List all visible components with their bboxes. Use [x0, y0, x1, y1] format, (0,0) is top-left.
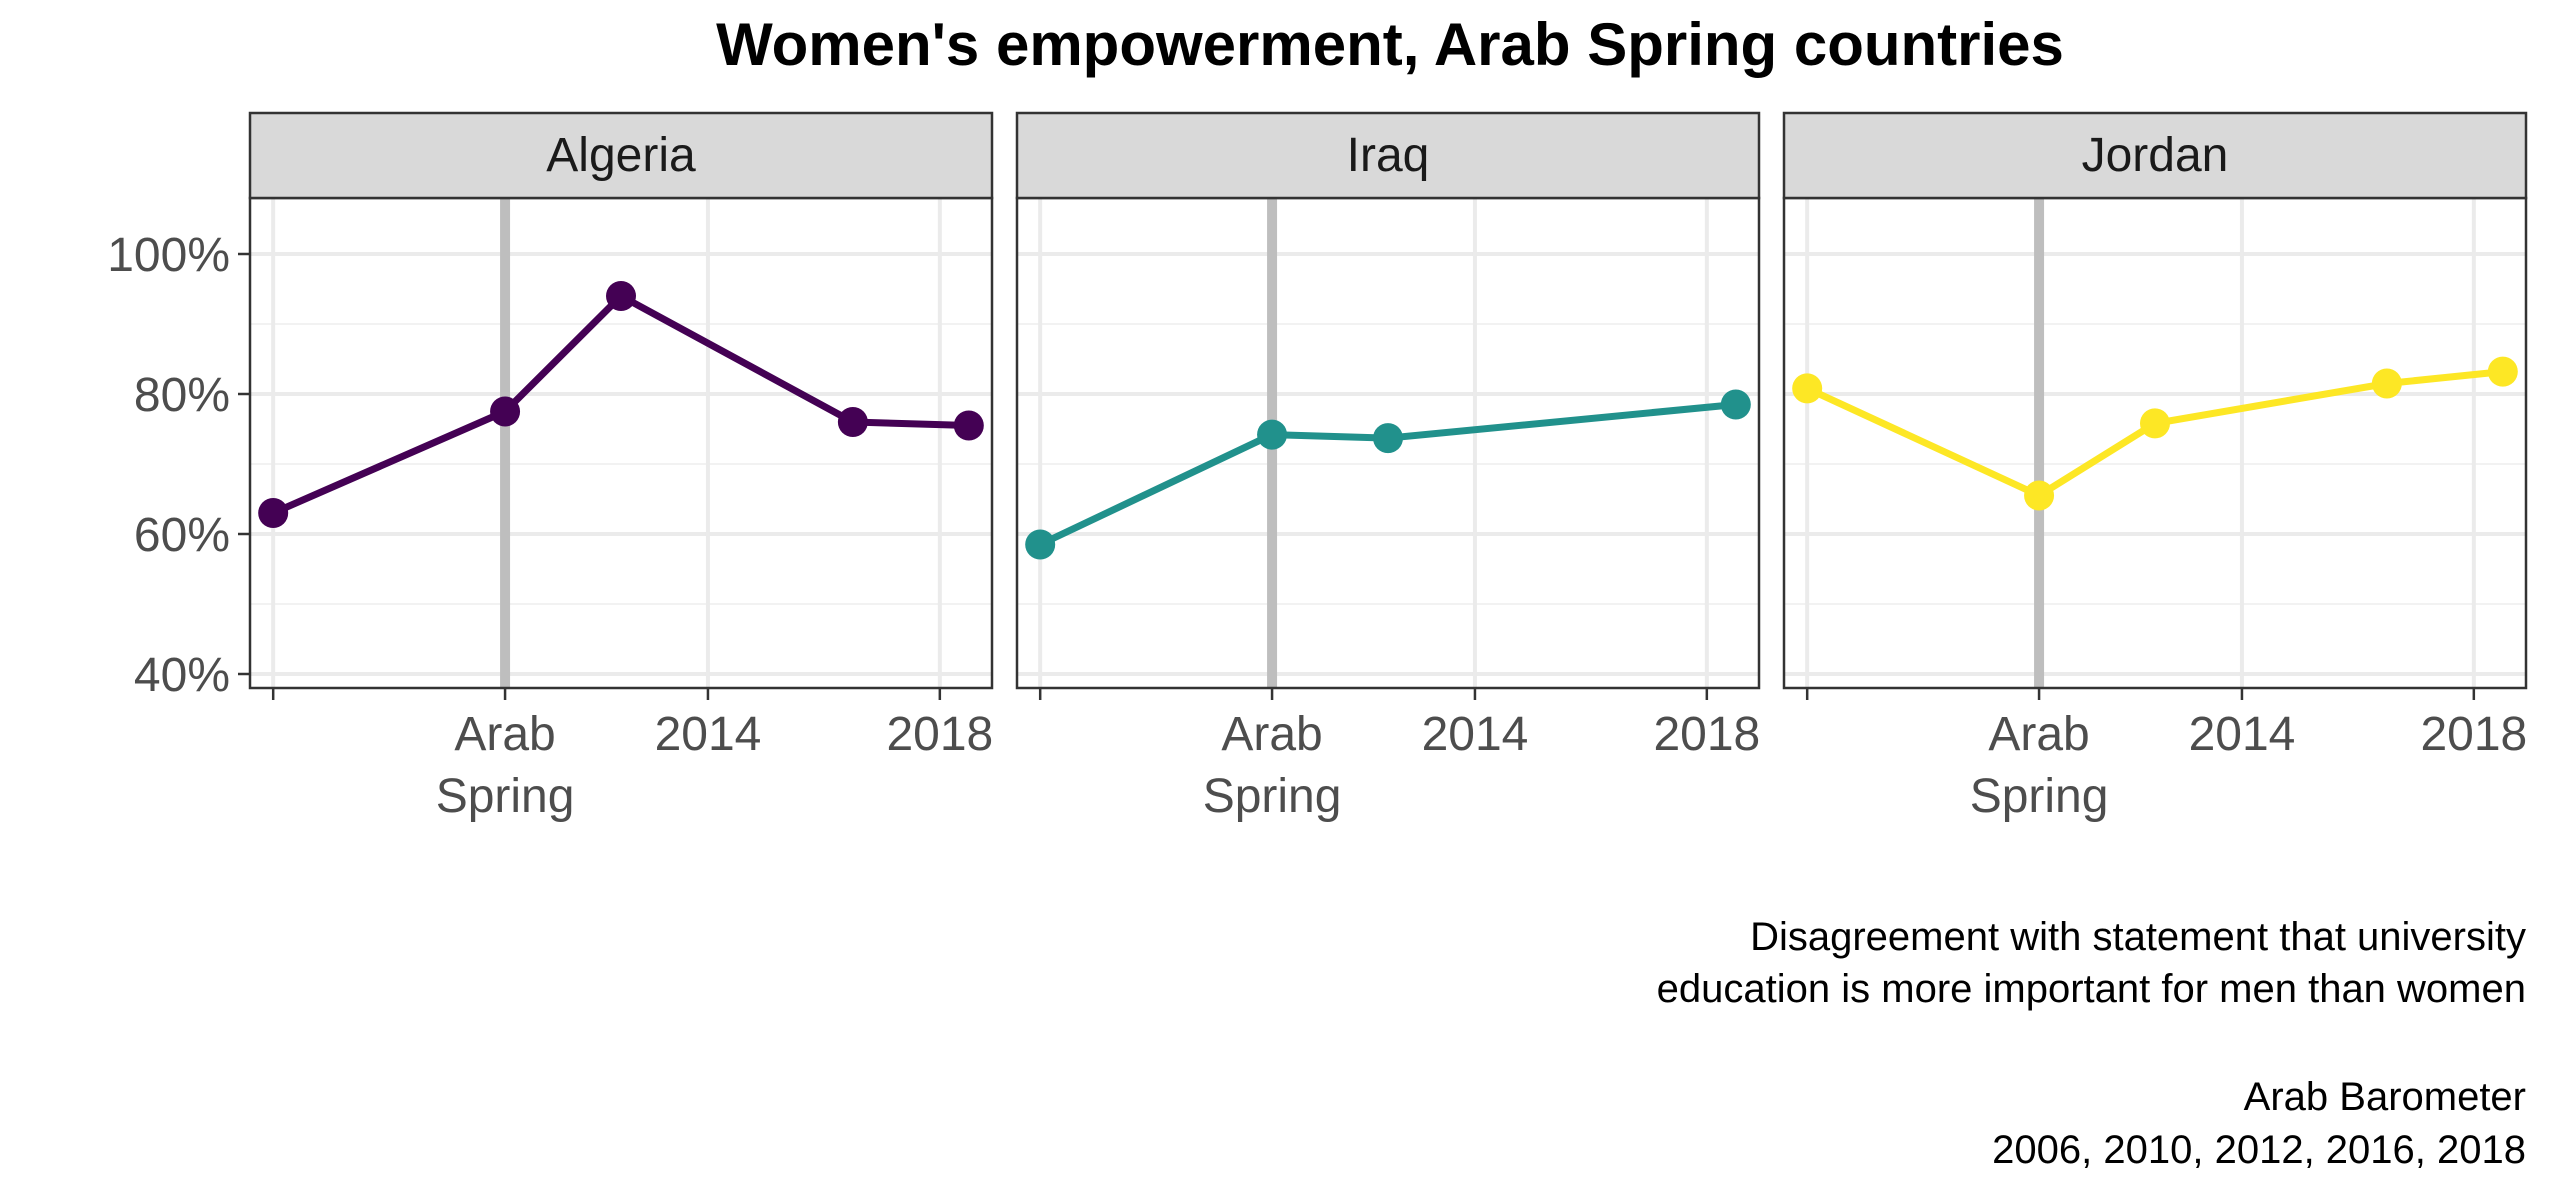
data-point — [2487, 356, 2518, 387]
strip — [248, 111, 994, 200]
caption: Disagreement with statement that univers… — [1657, 915, 2526, 1172]
y-tick-label: 80% — [134, 369, 230, 422]
panel-background — [1784, 198, 2526, 688]
caption-line: 2006, 2010, 2012, 2016, 2018 — [1992, 1128, 2526, 1172]
data-point — [2024, 480, 2055, 511]
caption-line: Disagreement with statement that univers… — [1750, 915, 2526, 959]
data-point — [2140, 408, 2170, 439]
data-point — [837, 407, 868, 437]
x-tick-label: Arab Spring — [436, 708, 575, 823]
panel-background — [250, 198, 992, 688]
x-tick-label: Arab Spring — [1970, 708, 2109, 823]
data-point — [953, 410, 984, 441]
y-axis: 40% 60% 80% 100% — [107, 229, 250, 702]
y-tick-label: 100% — [107, 229, 230, 282]
x-tick-label: 2014 — [655, 708, 762, 761]
panel-algeria: Algeria Arab Spring 2014 2018 — [248, 111, 994, 823]
strip — [1015, 111, 1761, 200]
data-point — [490, 396, 521, 427]
strip-label: Algeria — [546, 129, 696, 182]
strip-label: Jordan — [2082, 129, 2229, 182]
data-point — [1792, 373, 1823, 404]
caption-line: Arab Barometer — [2244, 1075, 2526, 1119]
data-point — [1720, 389, 1751, 420]
x-tick-label: Arab Spring — [1203, 708, 1342, 823]
data-point — [1025, 529, 1056, 560]
strip-label: Iraq — [1347, 129, 1430, 182]
y-tick-label: 60% — [134, 509, 230, 562]
panel-jordan: Jordan Arab Spring 2014 2018 — [1782, 111, 2528, 823]
data-point — [258, 498, 289, 528]
y-tick-label: 40% — [134, 649, 230, 702]
data-point — [1373, 423, 1403, 454]
x-tick-label: 2014 — [1422, 708, 1529, 761]
strip — [1782, 111, 2528, 200]
x-tick-label: 2018 — [886, 708, 993, 761]
data-point — [606, 281, 636, 311]
chart-title: Women's empowerment, Arab Spring countri… — [716, 11, 2064, 78]
data-point — [1257, 419, 1288, 450]
series-line — [1038, 401, 1737, 548]
x-tick-label: 2014 — [2189, 708, 2296, 761]
panel-iraq: Iraq Arab Spring 2014 2018 — [1015, 111, 1761, 823]
caption-line: education is more important for men than… — [1657, 967, 2526, 1011]
data-point — [2371, 368, 2402, 399]
x-tick-label: 2018 — [1653, 708, 1760, 761]
panels: Algeria Arab Spring 2014 2018 Iraq Arab Spring 2… — [248, 111, 2528, 823]
x-tick-label: 2018 — [2420, 708, 2527, 761]
